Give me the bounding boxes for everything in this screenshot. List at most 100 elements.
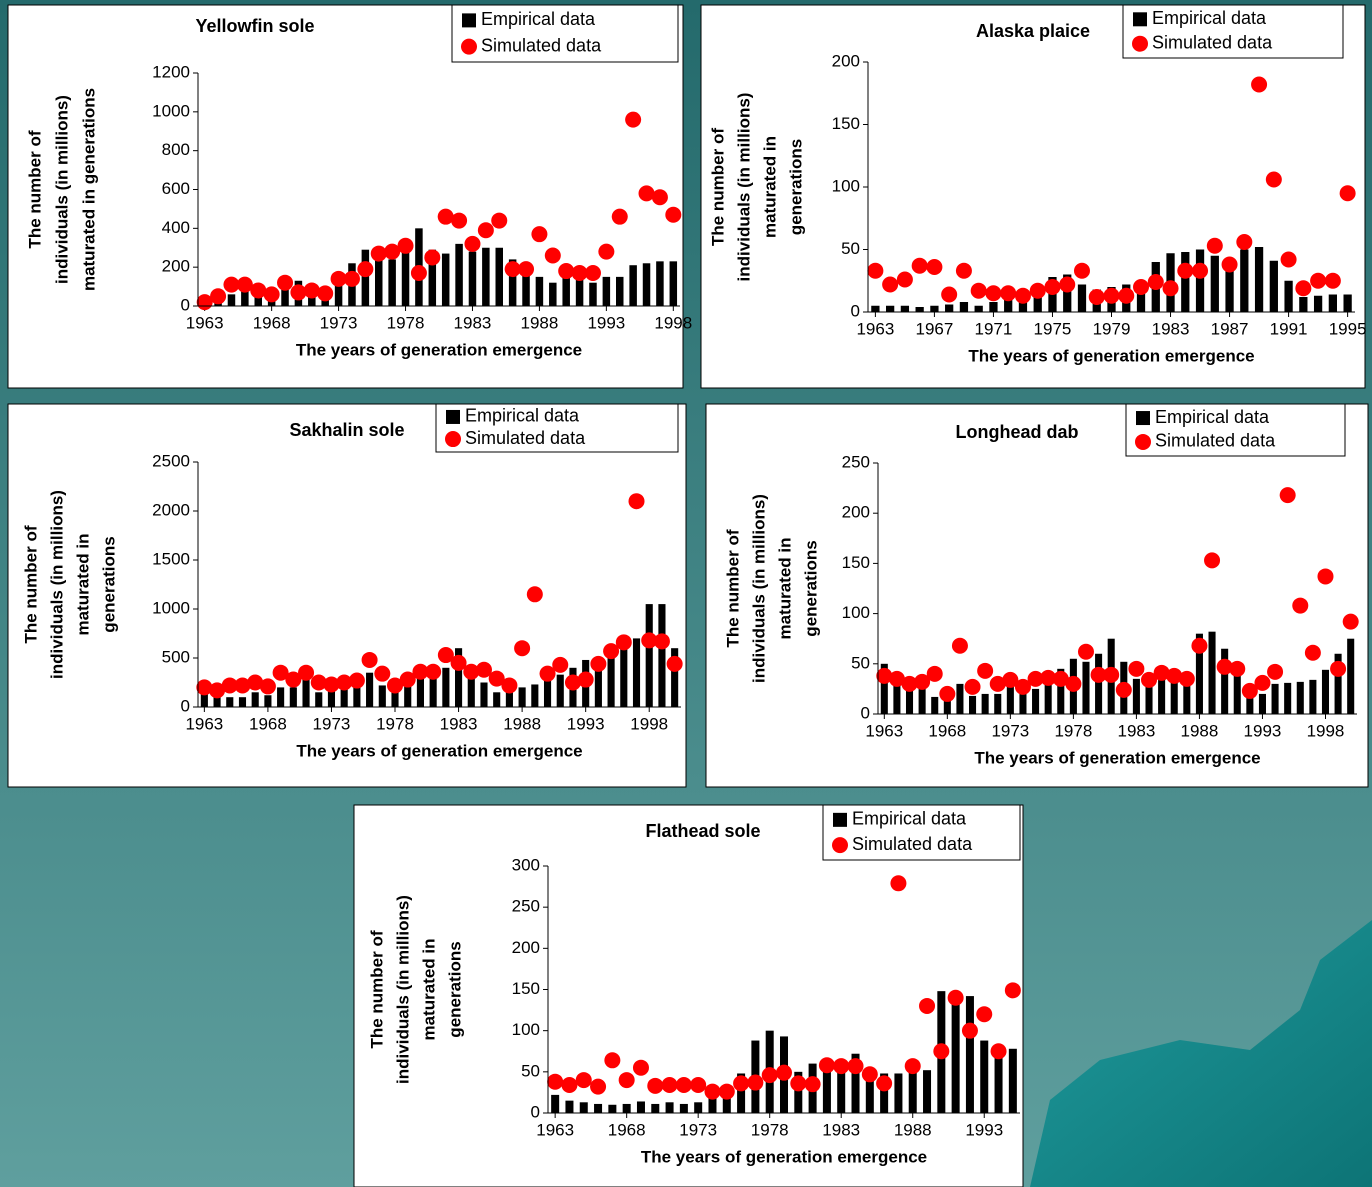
y-tick-label: 1000	[152, 101, 190, 120]
legend-label: Simulated data	[1152, 32, 1273, 52]
bar	[378, 685, 386, 707]
point	[976, 1006, 993, 1023]
bar	[969, 695, 977, 714]
point	[425, 663, 442, 680]
bar	[1328, 294, 1337, 312]
y-tick-label: 0	[861, 703, 870, 722]
bar	[589, 282, 597, 306]
point	[370, 245, 387, 262]
point	[818, 1057, 835, 1074]
point	[488, 670, 505, 687]
point	[272, 664, 289, 681]
bar	[851, 1053, 860, 1113]
point	[833, 1058, 850, 1075]
point	[399, 671, 416, 688]
bar	[594, 658, 602, 707]
y-axis-title: generations	[801, 540, 820, 636]
bar	[518, 687, 526, 707]
panel	[353, 804, 1024, 1187]
point	[285, 671, 302, 688]
bar	[886, 305, 895, 312]
bar	[575, 274, 584, 306]
point	[747, 1074, 764, 1091]
y-tick-label: 200	[512, 938, 540, 957]
x-axis-title: The years of generation emergence	[641, 1147, 927, 1166]
point	[1251, 76, 1268, 93]
panel	[705, 403, 1369, 788]
bar	[565, 1100, 574, 1113]
chart-title: Flathead sole	[645, 821, 760, 841]
point	[1162, 280, 1179, 297]
point	[638, 185, 655, 202]
y-tick-label: 150	[832, 114, 860, 133]
point	[384, 243, 401, 260]
bar	[1158, 673, 1166, 714]
bar	[549, 282, 557, 306]
point	[277, 274, 294, 291]
x-tick-label: 1963	[865, 721, 903, 740]
x-tick-label: 1988	[894, 1120, 932, 1139]
point	[876, 667, 893, 684]
point	[888, 670, 905, 687]
bar	[989, 302, 998, 312]
bar	[1132, 678, 1140, 714]
y-tick-label: 100	[842, 603, 870, 622]
point	[547, 1073, 564, 1090]
point	[518, 261, 535, 278]
x-tick-label: 1983	[440, 714, 478, 733]
y-tick-label: 50	[841, 239, 860, 258]
bar	[334, 282, 343, 306]
y-axis-title: maturated in	[419, 938, 438, 1040]
bar	[1006, 683, 1014, 714]
y-axis-title: maturated in generations	[79, 88, 98, 291]
bar	[880, 1073, 889, 1113]
bar	[656, 261, 664, 306]
point	[357, 261, 374, 278]
bar	[651, 1103, 660, 1113]
point	[901, 675, 918, 692]
bar	[1269, 260, 1278, 312]
bar	[1284, 682, 1292, 714]
point	[926, 665, 943, 682]
point	[882, 276, 899, 293]
point	[552, 656, 569, 673]
bar	[900, 305, 910, 312]
x-tick-label: 1983	[822, 1120, 860, 1139]
x-tick-label: 1963	[186, 313, 224, 332]
bar	[327, 689, 336, 707]
point	[651, 189, 668, 206]
point	[1014, 287, 1031, 304]
bar	[918, 685, 926, 714]
point	[223, 276, 240, 293]
point	[604, 1052, 621, 1069]
point	[1279, 487, 1296, 504]
bar	[620, 648, 628, 707]
bar	[1321, 669, 1330, 714]
bar	[289, 687, 297, 707]
x-tick-label: 1973	[313, 714, 351, 733]
bar	[645, 604, 653, 707]
bar	[1082, 661, 1090, 714]
y-tick-label: 2000	[152, 500, 190, 519]
bar	[951, 996, 960, 1113]
point	[1295, 280, 1312, 297]
y-axis-title: The number of	[21, 525, 40, 643]
point	[577, 671, 594, 688]
point	[1229, 660, 1246, 677]
point	[904, 1058, 921, 1075]
point	[1342, 613, 1359, 630]
legend-label: Empirical data	[1152, 8, 1267, 28]
point	[1204, 552, 1221, 569]
bar	[1347, 638, 1355, 714]
legend-swatch	[832, 837, 848, 854]
x-axis-title: The years of generation emergence	[968, 346, 1254, 365]
bar	[943, 698, 951, 714]
point	[1133, 279, 1150, 295]
point	[323, 676, 340, 693]
bar	[277, 687, 285, 707]
bar	[1195, 633, 1203, 714]
point	[463, 663, 480, 680]
point	[1029, 282, 1046, 299]
x-tick-label: 1975	[1034, 319, 1072, 338]
bar	[535, 276, 544, 306]
